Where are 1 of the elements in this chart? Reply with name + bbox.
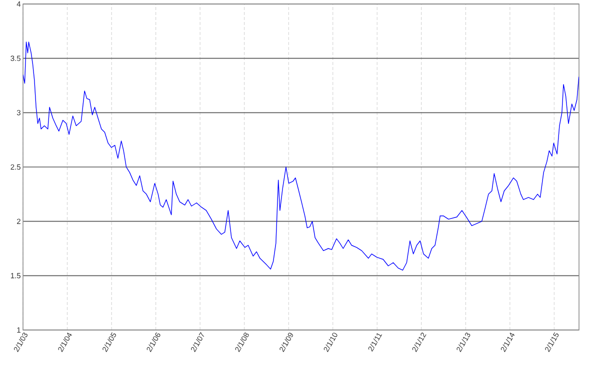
- line-series: [23, 42, 580, 271]
